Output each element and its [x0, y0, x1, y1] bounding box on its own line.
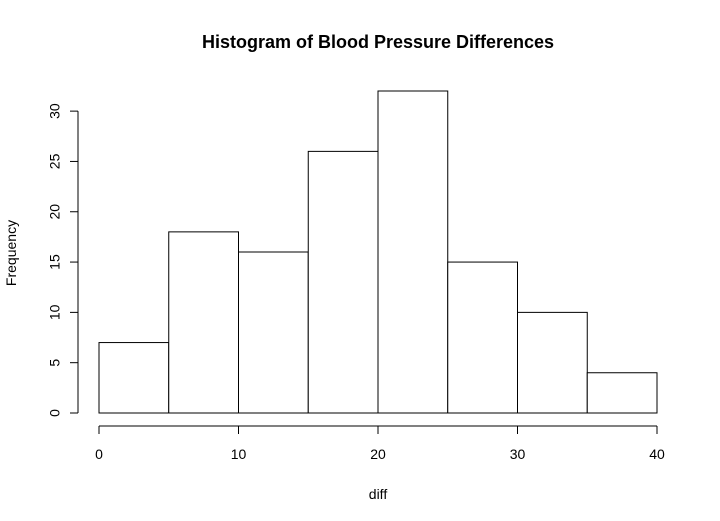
y-tick-label: 25	[47, 153, 63, 169]
x-axis: 0 10 20 30 40	[95, 425, 665, 462]
bars-group	[98, 90, 658, 414]
x-tick-label: 0	[95, 446, 103, 462]
bar-25-30	[447, 261, 518, 414]
y-axis: 0 5 10 15 20 25 30	[47, 103, 79, 417]
bar-15-20	[307, 150, 379, 414]
y-tick-label: 30	[47, 103, 63, 119]
bar-30-35	[517, 311, 588, 414]
x-tick-label: 40	[649, 446, 665, 462]
bar-5-10	[168, 231, 239, 414]
x-tick-label: 20	[370, 446, 386, 462]
y-axis-title: Frequency	[3, 220, 19, 286]
x-tick-label: 10	[231, 446, 247, 462]
x-axis-title: diff	[369, 486, 388, 502]
x-tick-label: 30	[510, 446, 526, 462]
bar-35-40	[586, 372, 658, 414]
bar-10-15	[238, 251, 309, 414]
y-tick-label: 0	[47, 409, 63, 417]
y-tick-label: 5	[47, 359, 63, 367]
y-tick-label: 10	[47, 304, 63, 320]
bar-0-5	[98, 342, 170, 414]
bar-20-25	[377, 90, 449, 414]
y-tick-label: 15	[47, 254, 63, 270]
y-tick-label: 20	[47, 204, 63, 220]
chart-title: Histogram of Blood Pressure Differences	[202, 32, 554, 52]
